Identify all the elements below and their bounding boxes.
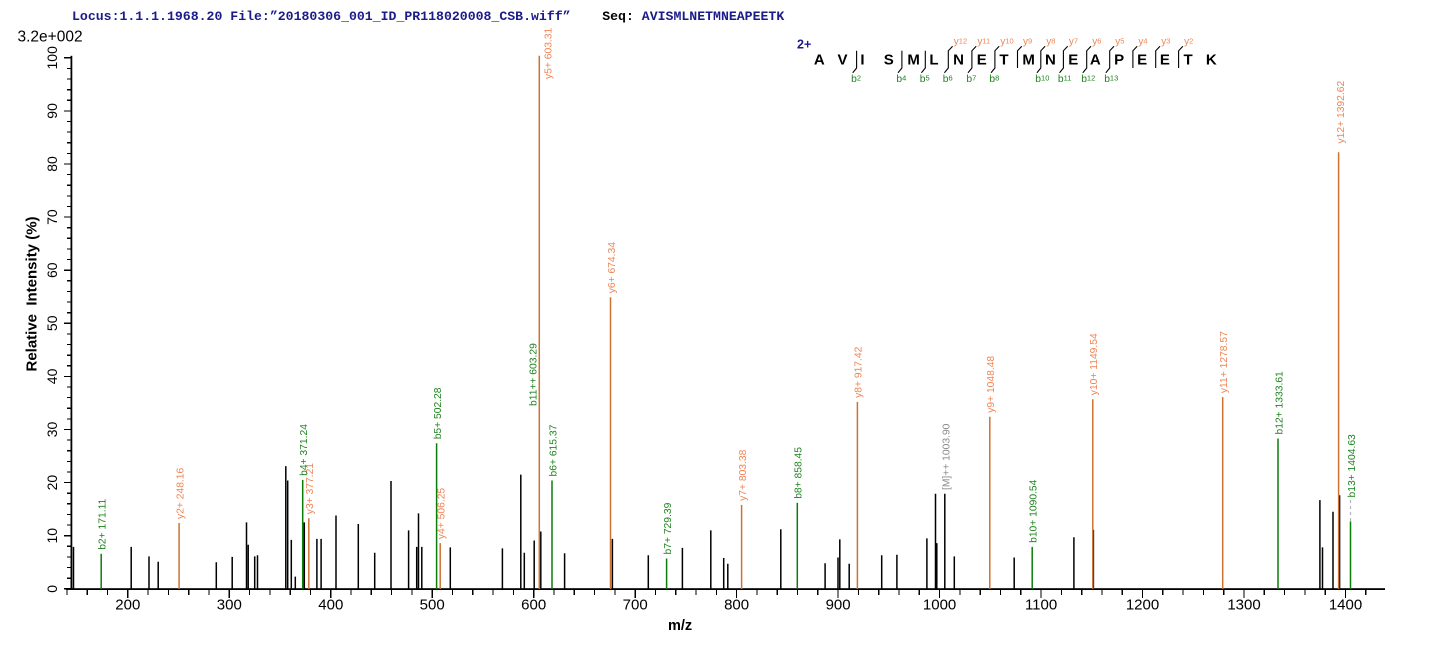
svg-text:E: E [1068, 52, 1078, 69]
svg-text:100: 100 [44, 46, 60, 70]
svg-text:V: V [837, 52, 847, 69]
svg-text:y7+ 803.38: y7+ 803.38 [738, 449, 749, 501]
svg-text:b10: b10 [1035, 73, 1049, 85]
svg-text:1300: 1300 [1227, 597, 1260, 614]
svg-text:500: 500 [420, 597, 445, 614]
svg-text:y3+ 377.21: y3+ 377.21 [305, 463, 316, 515]
svg-text:A: A [1090, 52, 1101, 69]
svg-text:y5+ 603.31: y5+ 603.31 [544, 27, 555, 79]
svg-text:b12: b12 [1081, 73, 1095, 85]
svg-text:50: 50 [44, 315, 60, 331]
svg-text:y7: y7 [1069, 36, 1078, 47]
svg-text:y8+ 917.42: y8+ 917.42 [854, 346, 865, 398]
svg-text:2+: 2+ [797, 38, 811, 52]
svg-text:Locus:1.1.1.1968.20 File:”2018: Locus:1.1.1.1968.20 File:”20180306_001_I… [72, 9, 784, 24]
svg-text:b2+ 171.11: b2+ 171.11 [98, 498, 109, 549]
svg-text:M: M [1022, 52, 1035, 69]
svg-text:b11: b11 [1058, 73, 1072, 85]
svg-text:A: A [814, 52, 825, 69]
svg-text:b10+ 1090.54: b10+ 1090.54 [1029, 479, 1040, 543]
svg-text:800: 800 [724, 597, 749, 614]
svg-text:M: M [907, 52, 920, 69]
svg-text:1000: 1000 [923, 597, 956, 614]
svg-text:b13+ 1404.63: b13+ 1404.63 [1347, 434, 1358, 498]
svg-text:b5: b5 [920, 73, 930, 85]
svg-text:700: 700 [623, 597, 648, 614]
svg-text:900: 900 [826, 597, 851, 614]
svg-text:b7: b7 [966, 73, 976, 85]
svg-text:y4+ 506.25: y4+ 506.25 [437, 488, 448, 540]
svg-text:10: 10 [44, 528, 60, 544]
svg-text:N: N [1045, 52, 1056, 69]
svg-text:N: N [953, 52, 964, 69]
svg-text:400: 400 [318, 597, 343, 614]
svg-text:P: P [1114, 52, 1124, 69]
svg-text:1200: 1200 [1126, 597, 1159, 614]
svg-text:y12+ 1392.62: y12+ 1392.62 [1336, 81, 1347, 144]
svg-text:b12+ 1333.61: b12+ 1333.61 [1274, 371, 1285, 435]
svg-text:L: L [929, 52, 938, 69]
svg-text:3.2e+002: 3.2e+002 [18, 29, 83, 46]
svg-text:y11+ 1278.57: y11+ 1278.57 [1219, 331, 1230, 393]
svg-text:y9: y9 [1023, 36, 1032, 47]
svg-text:y10+ 1149.54: y10+ 1149.54 [1089, 333, 1100, 395]
svg-text:m/z: m/z [668, 618, 692, 634]
svg-text:y10: y10 [1000, 36, 1013, 47]
svg-text:y5: y5 [1115, 36, 1124, 47]
svg-text:0: 0 [44, 585, 60, 593]
svg-text:y3: y3 [1161, 36, 1170, 47]
svg-text:[M]++ 1003.90: [M]++ 1003.90 [941, 423, 952, 490]
svg-text:K: K [1206, 52, 1217, 69]
svg-text:y2: y2 [1184, 36, 1193, 47]
svg-text:b2: b2 [851, 73, 861, 85]
svg-text:b4+ 371.24: b4+ 371.24 [299, 424, 310, 476]
svg-text:60: 60 [44, 262, 60, 278]
svg-text:T: T [1184, 52, 1193, 69]
svg-text:I: I [860, 52, 864, 69]
svg-text:S: S [884, 52, 894, 69]
svg-text:y6+ 674.34: y6+ 674.34 [607, 242, 618, 294]
svg-text:Relative Intensity (%): Relative Intensity (%) [24, 216, 41, 371]
svg-text:y6: y6 [1092, 36, 1101, 47]
svg-text:70: 70 [44, 209, 60, 225]
svg-text:80: 80 [44, 156, 60, 172]
svg-text:y11: y11 [977, 36, 990, 47]
svg-text:1100: 1100 [1025, 597, 1057, 614]
svg-text:b4: b4 [896, 73, 906, 85]
svg-text:E: E [1137, 52, 1147, 69]
svg-text:30: 30 [44, 422, 60, 438]
svg-text:1400: 1400 [1329, 597, 1362, 614]
svg-text:b6+ 615.37: b6+ 615.37 [548, 424, 559, 476]
svg-text:y2+ 248.16: y2+ 248.16 [175, 467, 186, 519]
svg-text:E: E [977, 52, 987, 69]
svg-text:b8+ 858.45: b8+ 858.45 [794, 447, 805, 499]
svg-text:b6: b6 [943, 73, 953, 85]
svg-text:y9+ 1048.48: y9+ 1048.48 [986, 356, 997, 413]
svg-text:b11++ 603.29: b11++ 603.29 [529, 343, 540, 406]
svg-text:40: 40 [44, 368, 60, 384]
svg-text:b8: b8 [989, 73, 999, 85]
svg-text:T: T [999, 52, 1008, 69]
svg-text:y8: y8 [1046, 36, 1055, 47]
svg-text:200: 200 [115, 597, 140, 614]
svg-text:b7+ 729.39: b7+ 729.39 [663, 502, 674, 554]
svg-text:E: E [1160, 52, 1170, 69]
svg-text:b5+ 502.28: b5+ 502.28 [433, 387, 444, 439]
svg-text:300: 300 [217, 597, 242, 614]
svg-text:y12: y12 [954, 36, 967, 47]
svg-text:b13: b13 [1104, 73, 1118, 85]
svg-text:90: 90 [44, 103, 60, 119]
svg-text:600: 600 [521, 597, 546, 614]
svg-text:y4: y4 [1138, 36, 1147, 47]
svg-text:20: 20 [44, 475, 60, 491]
